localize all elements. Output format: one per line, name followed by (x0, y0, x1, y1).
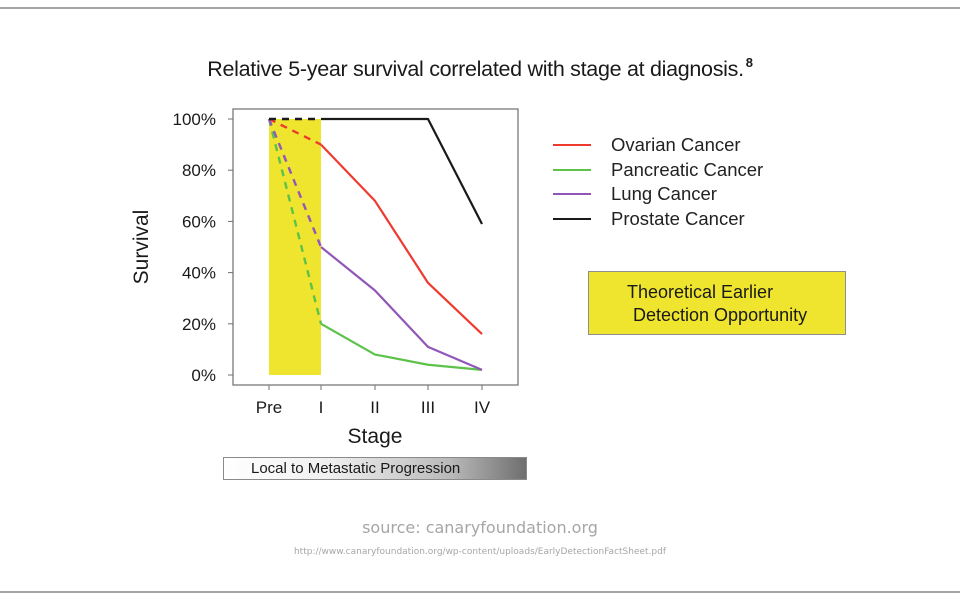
legend-swatch-icon (553, 168, 591, 171)
series-dashed-segment (267, 118, 323, 248)
series-dashed-segment (268, 117, 322, 146)
bottom-divider (0, 591, 960, 593)
y-tick-label: 0% (191, 366, 216, 385)
chart-legend: Ovarian Cancer Pancreatic Cancer Lung Canc… (553, 133, 763, 231)
legend-item: Ovarian Cancer (553, 133, 763, 158)
series-line (320, 322, 483, 371)
x-axis-label: Stage (348, 425, 403, 448)
top-divider (0, 7, 960, 9)
callout-line-1: Theoretical Earlier (627, 282, 774, 302)
legend-label: Ovarian Cancer (611, 134, 741, 156)
source-url: http://www.canaryfoundation.org/wp-conte… (293, 547, 667, 557)
series-dashed-segment (267, 118, 323, 325)
legend-swatch-icon (553, 193, 591, 196)
legend-item: Pancreatic Cancer (553, 158, 763, 183)
legend-label: Lung Cancer (611, 183, 717, 205)
y-tick-label: 60% (182, 212, 216, 231)
detection-opportunity-callout: Theoretical Earlier Detection Opportunit… (588, 271, 846, 335)
x-tick-label: III (421, 398, 435, 417)
legend-swatch-icon (553, 144, 591, 147)
y-tick-label: 100% (173, 110, 216, 129)
progression-gradient-bar: Local to Metastatic Progression (223, 457, 527, 480)
x-tick-label: IV (474, 398, 491, 417)
y-tick-label: 20% (182, 315, 216, 334)
callout-line-2: Detection Opportunity (633, 305, 808, 325)
legend-item: Lung Cancer (553, 182, 763, 207)
slide-title: Relative 5-year survival correlated with… (0, 55, 960, 82)
series-line (320, 143, 483, 335)
legend-swatch-icon (553, 217, 591, 220)
x-tick-label: I (319, 398, 324, 417)
legend-item: Prostate Cancer (553, 207, 763, 232)
early-detection-region (269, 119, 321, 375)
legend-label: Prostate Cancer (611, 207, 745, 229)
y-tick-label: 80% (182, 161, 216, 180)
y-axis-label: Survival (130, 210, 153, 285)
series-line (320, 246, 483, 371)
title-footnote: 8 (745, 55, 753, 70)
legend-label: Pancreatic Cancer (611, 158, 764, 180)
x-tick-label: Pre (256, 398, 282, 417)
y-tick-label: 40% (182, 264, 216, 283)
series-line (321, 117, 483, 225)
title-text: Relative 5-year survival correlated with… (207, 57, 744, 81)
progression-label: Local to Metastatic Progression (251, 460, 461, 477)
x-tick-label: II (370, 398, 379, 417)
source-label: source: canaryfoundation.org (362, 518, 598, 537)
